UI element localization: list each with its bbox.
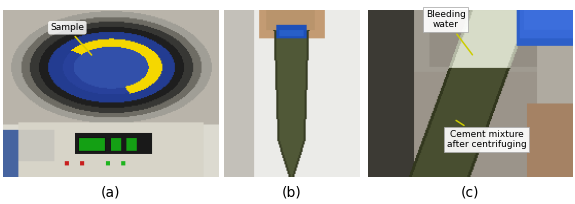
Text: (a): (a)	[101, 186, 121, 200]
Text: (c): (c)	[461, 186, 480, 200]
Text: Sample: Sample	[51, 23, 91, 55]
Text: Bleeding
water: Bleeding water	[426, 10, 473, 55]
Text: (b): (b)	[282, 186, 301, 200]
Text: Cement mixture
after centrifuging: Cement mixture after centrifuging	[447, 120, 526, 149]
